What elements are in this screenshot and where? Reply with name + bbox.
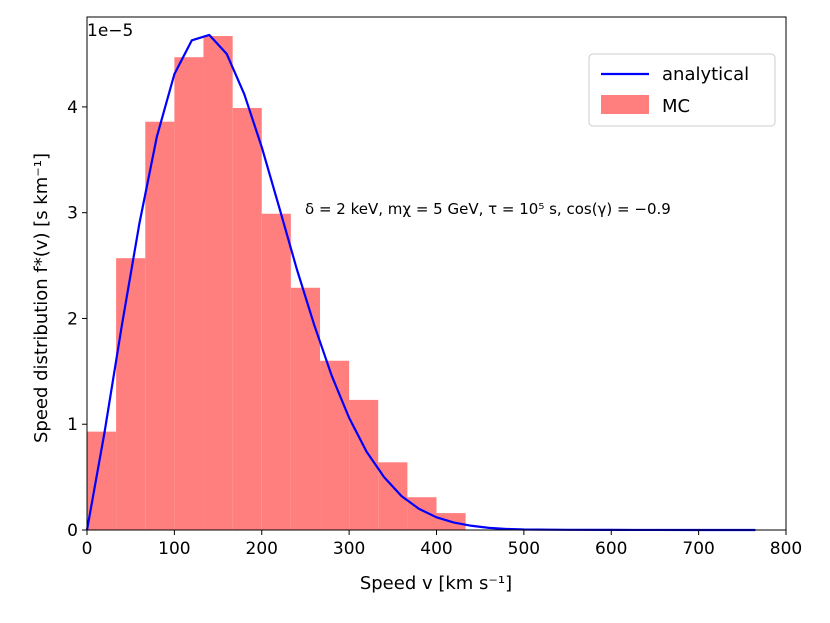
y-axis: 0 1 2 3 4 <box>67 98 87 541</box>
x-tick-label: 600 <box>595 539 627 559</box>
histogram-bar <box>349 399 379 530</box>
y-tick-label: 1 <box>67 415 78 435</box>
histogram-bar <box>261 213 291 530</box>
x-tick-label: 0 <box>82 539 93 559</box>
x-tick-label: 100 <box>158 539 190 559</box>
parameter-annotation: δ = 2 keV, mχ = 5 GeV, τ = 10⁵ s, cos(γ)… <box>305 200 671 218</box>
y-scale-note: 1e−5 <box>87 21 133 41</box>
y-tick-label: 4 <box>67 98 78 118</box>
histogram-bar <box>145 121 175 531</box>
y-axis-label: Speed distribution f*(v) [s km⁻¹] <box>31 153 52 443</box>
histogram-bar <box>116 258 146 530</box>
y-tick-label: 3 <box>67 204 78 224</box>
x-axis-label: Speed v [km s⁻¹] <box>360 573 512 594</box>
y-tick-label: 2 <box>67 309 78 329</box>
histogram-bar <box>232 107 262 530</box>
x-axis: 0 100 200 300 400 500 600 700 800 <box>82 530 802 559</box>
histogram-bar <box>203 36 233 530</box>
x-tick-label: 500 <box>508 539 540 559</box>
legend-label-analytical: analytical <box>662 64 749 85</box>
histogram-bar <box>290 287 321 530</box>
x-tick-label: 400 <box>420 539 452 559</box>
x-tick-label: 800 <box>770 539 802 559</box>
legend-label-mc: MC <box>662 96 690 117</box>
x-tick-label: 200 <box>246 539 278 559</box>
analytical-curve <box>85 33 756 532</box>
x-tick-label: 300 <box>333 539 365 559</box>
plot-area <box>85 33 756 532</box>
histogram-bar <box>407 497 437 530</box>
legend-hist-swatch <box>601 95 649 114</box>
x-tick-label: 700 <box>682 539 714 559</box>
y-tick-label: 0 <box>67 521 78 541</box>
histogram-bar <box>174 57 204 530</box>
histogram-bar <box>320 360 350 530</box>
legend: analytical MC <box>588 53 776 127</box>
